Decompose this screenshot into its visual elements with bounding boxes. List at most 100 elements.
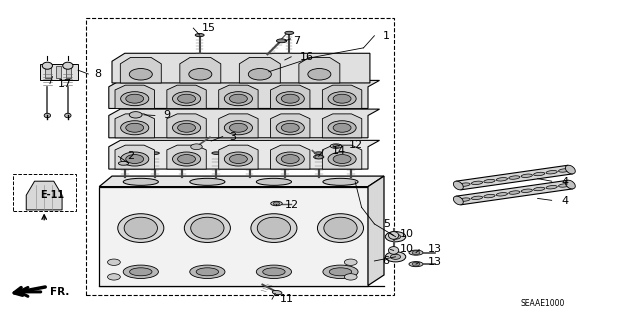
Ellipse shape (65, 113, 71, 118)
Bar (56, 66, 61, 78)
Ellipse shape (124, 217, 157, 239)
Ellipse shape (323, 178, 358, 185)
Polygon shape (115, 145, 154, 169)
Circle shape (328, 121, 356, 135)
Text: 8: 8 (95, 69, 102, 79)
Circle shape (276, 92, 305, 106)
Text: 16: 16 (300, 52, 314, 62)
Ellipse shape (190, 265, 225, 278)
Circle shape (385, 252, 406, 262)
Ellipse shape (559, 184, 570, 187)
Ellipse shape (251, 214, 297, 242)
Ellipse shape (44, 113, 51, 118)
Ellipse shape (124, 265, 159, 278)
Polygon shape (456, 165, 573, 190)
Polygon shape (219, 85, 258, 108)
Circle shape (333, 154, 351, 163)
Ellipse shape (285, 31, 294, 34)
Circle shape (121, 121, 149, 135)
Polygon shape (323, 145, 362, 169)
Polygon shape (167, 145, 206, 169)
Circle shape (276, 121, 305, 135)
Polygon shape (456, 180, 573, 205)
Polygon shape (109, 80, 380, 108)
Polygon shape (271, 145, 310, 169)
Circle shape (173, 121, 201, 135)
Ellipse shape (565, 180, 575, 189)
Polygon shape (109, 109, 380, 138)
Circle shape (390, 254, 401, 259)
Ellipse shape (124, 178, 159, 185)
Circle shape (108, 274, 120, 280)
Ellipse shape (263, 268, 285, 276)
Ellipse shape (409, 262, 423, 267)
Ellipse shape (330, 268, 352, 276)
Bar (86, 18, 394, 295)
Ellipse shape (272, 290, 282, 295)
Circle shape (178, 123, 196, 132)
Ellipse shape (212, 152, 221, 154)
Polygon shape (271, 85, 310, 108)
Text: 4: 4 (561, 177, 568, 187)
Circle shape (178, 94, 196, 103)
Text: 13: 13 (428, 257, 442, 267)
Circle shape (282, 123, 300, 132)
Ellipse shape (496, 193, 508, 196)
Ellipse shape (330, 144, 342, 148)
Ellipse shape (196, 268, 219, 276)
Circle shape (333, 123, 351, 132)
Ellipse shape (546, 185, 557, 189)
Ellipse shape (459, 183, 470, 186)
Circle shape (328, 152, 356, 166)
Text: 12: 12 (285, 200, 299, 210)
Circle shape (129, 69, 152, 80)
Text: 3: 3 (229, 131, 236, 142)
Ellipse shape (184, 214, 230, 242)
Polygon shape (271, 114, 310, 138)
Ellipse shape (509, 176, 520, 179)
Circle shape (173, 152, 201, 166)
Polygon shape (219, 145, 258, 169)
Circle shape (229, 123, 248, 132)
Circle shape (333, 94, 351, 103)
Circle shape (333, 145, 339, 148)
Text: 9: 9 (163, 110, 170, 121)
Ellipse shape (178, 152, 187, 154)
Circle shape (276, 152, 305, 166)
Circle shape (412, 262, 420, 266)
Circle shape (390, 234, 401, 239)
Ellipse shape (120, 152, 129, 154)
Ellipse shape (534, 172, 545, 176)
Text: E-11: E-11 (40, 190, 65, 200)
Ellipse shape (388, 232, 399, 239)
Polygon shape (368, 176, 384, 286)
Ellipse shape (150, 152, 159, 154)
Text: 17: 17 (58, 78, 72, 89)
Circle shape (282, 94, 300, 103)
Ellipse shape (190, 178, 225, 185)
Circle shape (191, 144, 202, 150)
Polygon shape (299, 57, 340, 83)
Circle shape (178, 154, 196, 163)
Ellipse shape (245, 152, 254, 154)
Polygon shape (239, 57, 280, 83)
Circle shape (129, 112, 142, 118)
Ellipse shape (453, 196, 463, 205)
Ellipse shape (323, 265, 358, 278)
Text: 10: 10 (400, 228, 414, 239)
Polygon shape (167, 85, 206, 108)
Ellipse shape (118, 214, 164, 242)
Ellipse shape (271, 201, 282, 206)
Polygon shape (323, 85, 362, 108)
Ellipse shape (314, 155, 324, 159)
Ellipse shape (534, 187, 545, 191)
Circle shape (412, 251, 420, 255)
Circle shape (121, 92, 149, 106)
Circle shape (173, 92, 201, 106)
Circle shape (108, 259, 120, 265)
Ellipse shape (546, 170, 557, 174)
Ellipse shape (191, 217, 224, 239)
Text: 11: 11 (280, 294, 294, 304)
Polygon shape (120, 57, 161, 83)
Text: 1: 1 (383, 31, 390, 41)
